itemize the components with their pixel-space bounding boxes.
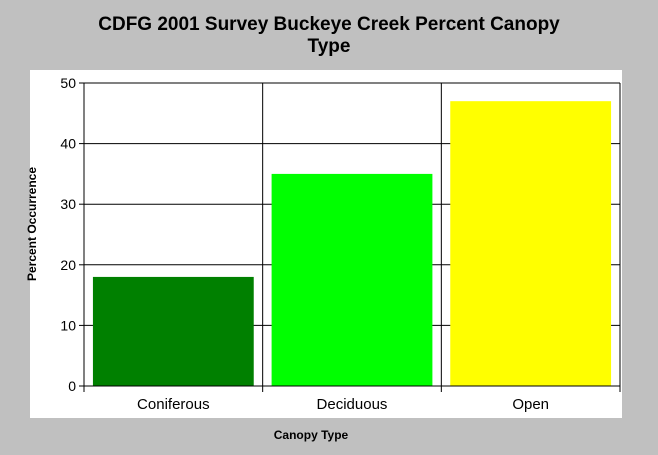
x-tick-label: Deciduous bbox=[317, 396, 388, 413]
chart-title-line1: CDFG 2001 Survey Buckeye Creek Percent C… bbox=[98, 14, 560, 35]
y-axis-label: Percent Occurrence bbox=[25, 166, 39, 282]
x-tick-label: Open bbox=[512, 396, 549, 413]
chart-title-line2: Type bbox=[307, 36, 351, 57]
chart-title: CDFG 2001 Survey Buckeye Creek Percent C… bbox=[0, 14, 658, 58]
y-tick-label: 0 bbox=[68, 378, 76, 394]
x-axis-label: Canopy Type bbox=[273, 428, 349, 442]
y-tick-label: 30 bbox=[60, 196, 76, 212]
bar-deciduous bbox=[271, 173, 433, 386]
y-tick-label: 10 bbox=[60, 317, 76, 333]
bar-open bbox=[450, 101, 612, 387]
bar-coniferous bbox=[92, 276, 254, 386]
y-tick-label: 20 bbox=[60, 257, 76, 273]
y-tick-label: 50 bbox=[60, 75, 76, 91]
y-tick-label: 40 bbox=[60, 136, 76, 152]
x-tick-label: Coniferous bbox=[137, 396, 210, 413]
